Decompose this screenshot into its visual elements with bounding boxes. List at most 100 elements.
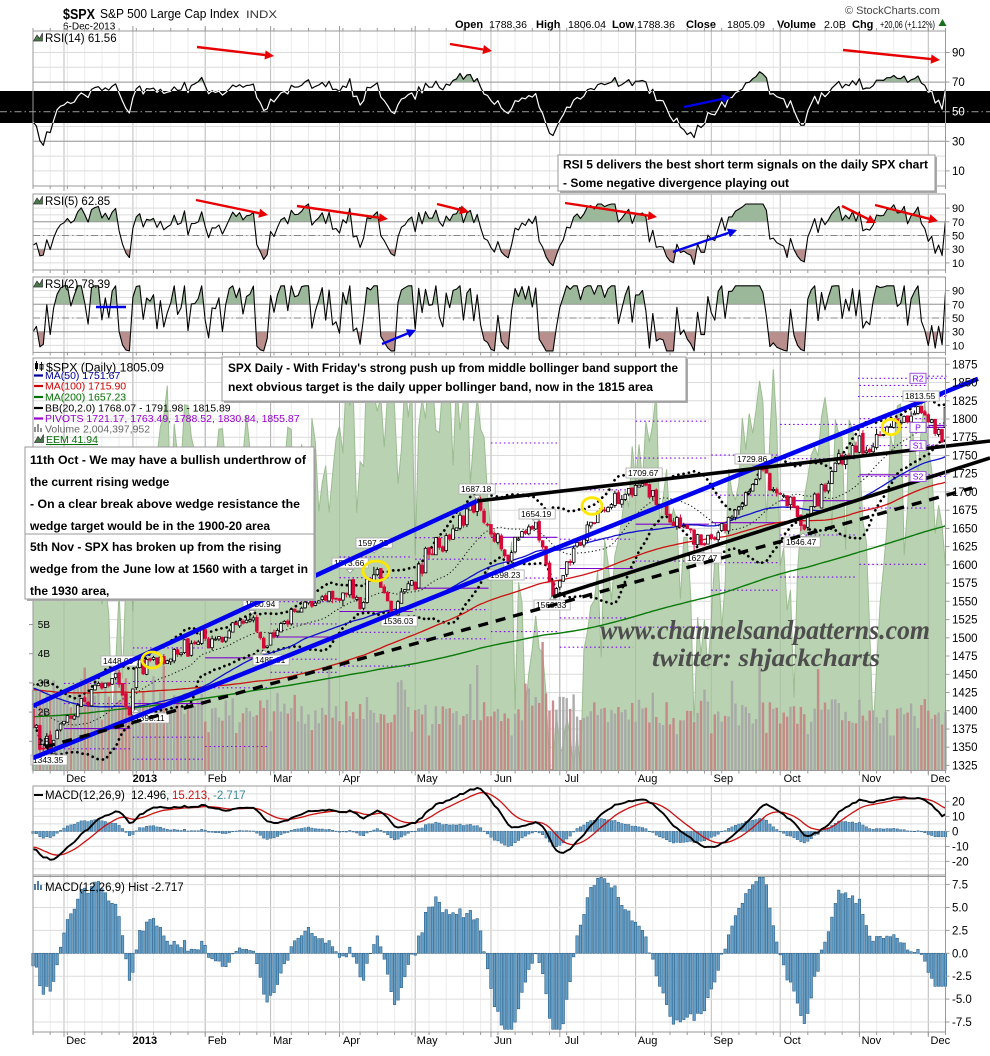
svg-text:1875: 1875: [952, 359, 978, 371]
svg-text:5B: 5B: [38, 620, 51, 631]
svg-text:May: May: [417, 1035, 438, 1047]
svg-text:1813.55: 1813.55: [905, 391, 936, 401]
svg-text:Apr: Apr: [343, 773, 360, 785]
svg-text:Jul: Jul: [565, 773, 579, 785]
svg-text:1709.67: 1709.67: [628, 468, 659, 478]
svg-text:SPX Daily - With Friday's stro: SPX Daily - With Friday's strong push up…: [228, 361, 678, 375]
svg-text:Jul: Jul: [565, 1035, 579, 1047]
svg-text:1805.09: 1805.09: [727, 19, 765, 31]
svg-text:1B: 1B: [38, 737, 51, 748]
svg-text:Low: Low: [612, 19, 634, 31]
svg-text:Sep: Sep: [714, 773, 734, 785]
svg-text:R2: R2: [913, 373, 924, 383]
svg-text:- On a clear break above wedge: - On a clear break above wedge resistanc…: [30, 497, 300, 511]
svg-text:Nov: Nov: [862, 773, 882, 785]
svg-text:the current rising wedge: the current rising wedge: [30, 475, 170, 489]
svg-text:May: May: [417, 773, 438, 785]
svg-text:RSI(2) 78.39: RSI(2) 78.39: [45, 279, 110, 291]
svg-text:1825: 1825: [952, 396, 978, 408]
svg-text:Chg: Chg: [852, 19, 873, 31]
svg-text:EEM 41.94: EEM 41.94: [46, 434, 98, 446]
svg-text:10: 10: [952, 166, 965, 178]
svg-text:Feb: Feb: [208, 773, 227, 785]
svg-text:2B: 2B: [38, 708, 51, 719]
svg-text:-7.5: -7.5: [952, 1017, 972, 1029]
svg-text:$SPX: $SPX: [63, 6, 95, 23]
svg-text:-20: -20: [952, 856, 969, 868]
svg-text:-5.0: -5.0: [952, 994, 972, 1006]
svg-text:INDX: INDX: [246, 9, 278, 21]
svg-text:wedge target would be in the 1: wedge target would be in the 1900-20 are…: [29, 519, 270, 533]
svg-text:Aug: Aug: [638, 773, 658, 785]
svg-text:15.213,: 15.213,: [172, 790, 210, 802]
svg-text:1500: 1500: [952, 633, 978, 645]
svg-text:Dec: Dec: [931, 1035, 951, 1047]
svg-text:1325: 1325: [952, 760, 978, 772]
svg-text:High: High: [536, 19, 561, 31]
svg-text:0.0: 0.0: [952, 948, 968, 960]
svg-text:5th Nov - SPX has broken up fr: 5th Nov - SPX has broken up from the ris…: [30, 540, 281, 554]
svg-text:Jun: Jun: [494, 773, 512, 785]
svg-text:Apr: Apr: [343, 1035, 360, 1047]
svg-text:30: 30: [952, 244, 964, 256]
svg-text:1788.36: 1788.36: [637, 19, 675, 31]
svg-text:-10: -10: [952, 841, 969, 853]
svg-text:RSI(14) 61.56: RSI(14) 61.56: [45, 33, 117, 45]
svg-text:Nov: Nov: [862, 1035, 882, 1047]
svg-text:twitter: shjackcharts: twitter: shjackcharts: [652, 645, 880, 672]
svg-text:1775: 1775: [952, 432, 978, 444]
svg-text:2013: 2013: [133, 1035, 157, 1047]
svg-text:-2.5: -2.5: [952, 971, 972, 983]
svg-text:1450: 1450: [952, 669, 978, 681]
svg-text:S&P 500 Large Cap Index: S&P 500 Large Cap Index: [100, 7, 240, 21]
svg-text:10: 10: [952, 258, 964, 270]
svg-text:RSI(5) 62.85: RSI(5) 62.85: [45, 196, 110, 208]
svg-text:1788.36: 1788.36: [489, 19, 527, 31]
svg-text:70: 70: [952, 77, 965, 89]
svg-text:7.5: 7.5: [952, 880, 968, 892]
svg-text:1550: 1550: [952, 596, 978, 608]
svg-text:50: 50: [952, 231, 964, 243]
svg-text:5.0: 5.0: [952, 903, 968, 915]
svg-text:1700: 1700: [952, 487, 978, 499]
svg-text:90: 90: [952, 203, 964, 215]
svg-text:Feb: Feb: [208, 1035, 227, 1047]
svg-text:10: 10: [952, 340, 964, 352]
svg-text:30: 30: [952, 327, 964, 339]
svg-text:Open: Open: [455, 19, 483, 31]
svg-text:1350: 1350: [952, 742, 978, 754]
svg-text:Jun: Jun: [494, 1035, 512, 1047]
svg-text:1725: 1725: [952, 469, 978, 481]
svg-text:-2.717: -2.717: [213, 790, 246, 802]
svg-text:S2: S2: [913, 472, 924, 482]
svg-text:the 1930 area,: the 1930 area,: [30, 584, 109, 598]
svg-text:1850: 1850: [952, 378, 978, 390]
svg-text:1650: 1650: [952, 523, 978, 535]
svg-text:next obvious target is the dai: next obvious target is the daily upper b…: [228, 380, 653, 394]
svg-text:1475: 1475: [952, 651, 978, 663]
svg-text:90: 90: [952, 286, 964, 298]
svg-text:P: P: [915, 422, 921, 432]
svg-text:Mar: Mar: [273, 1035, 292, 1047]
svg-text:90: 90: [952, 48, 965, 60]
svg-text:1806.04: 1806.04: [568, 19, 606, 31]
svg-text:1654.19: 1654.19: [521, 509, 552, 519]
svg-text:1687.18: 1687.18: [461, 484, 492, 494]
svg-text:1800: 1800: [952, 414, 978, 426]
svg-text:Oct: Oct: [784, 1035, 801, 1047]
svg-text:wedge from the June low at 156: wedge from the June low at 1560 with a t…: [29, 562, 308, 576]
svg-text:© StockCharts.com: © StockCharts.com: [845, 5, 940, 17]
svg-text:50: 50: [952, 107, 965, 119]
svg-text:1525: 1525: [952, 615, 978, 627]
svg-text:RSI 5 delivers the best short: RSI 5 delivers the best short term signa…: [563, 158, 928, 172]
svg-text:70: 70: [952, 299, 964, 311]
svg-text:MACD(12,26,9) Hist -2.717: MACD(12,26,9) Hist -2.717: [45, 882, 184, 894]
svg-text:11th Oct - We may have a bulli: 11th Oct - We may have a bullish underth…: [30, 453, 307, 467]
svg-text:Dec: Dec: [931, 773, 951, 785]
svg-text:Dec: Dec: [66, 773, 86, 785]
svg-text:Aug: Aug: [638, 1035, 658, 1047]
svg-text:2013: 2013: [133, 773, 157, 785]
svg-text:- Some negative divergence pla: - Some negative divergence playing out: [563, 176, 789, 190]
svg-text:30: 30: [952, 136, 965, 148]
svg-text:1425: 1425: [952, 688, 978, 700]
